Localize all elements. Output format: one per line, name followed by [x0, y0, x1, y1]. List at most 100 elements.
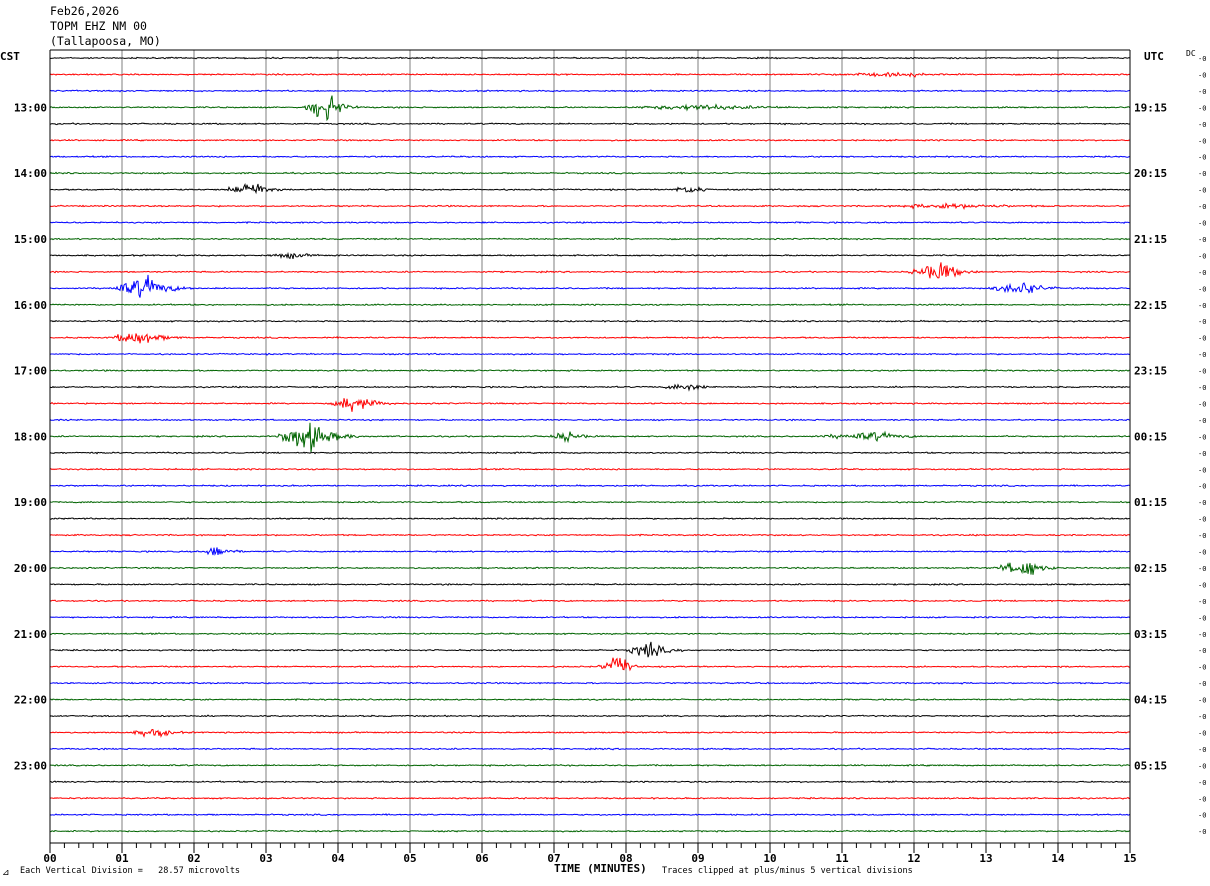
dc-offset-marker: -0 [1198, 532, 1206, 540]
dc-offset-marker: -0 [1198, 680, 1206, 688]
trace-1 [49, 71, 1131, 78]
utc-hour-label: 00:15 [1134, 430, 1167, 443]
trace-18 [49, 352, 1131, 356]
dc-offset-marker: -0 [1198, 516, 1206, 524]
dc-offset-marker: -0 [1198, 252, 1206, 260]
x-tick-label: 09 [691, 852, 704, 865]
dc-offset-marker: -0 [1198, 450, 1206, 458]
trace-3 [49, 95, 1131, 122]
dc-label: DC [1186, 49, 1196, 58]
x-tick-label: 06 [475, 852, 489, 865]
trace-37 [50, 657, 1131, 672]
trace-5 [49, 138, 1131, 142]
dc-offset-marker: -0 [1198, 713, 1206, 721]
trace-38 [49, 681, 1130, 685]
helicorder-traces [49, 56, 1131, 833]
cst-hour-label: 14:00 [14, 167, 47, 180]
trace-25 [49, 467, 1131, 471]
utc-hour-label: 05:15 [1134, 759, 1167, 772]
utc-hour-label: 01:15 [1134, 496, 1167, 509]
trace-10 [49, 221, 1131, 225]
dc-offset-marker: -0 [1198, 351, 1206, 359]
dc-offset-marker: -0 [1198, 236, 1206, 244]
trace-29 [49, 533, 1131, 537]
dc-offset-marker: -0 [1198, 170, 1206, 178]
cst-hour-label: 20:00 [14, 562, 47, 575]
dc-offset-marker: -0 [1198, 483, 1206, 491]
station-label: TOPM EHZ NM 00 [50, 19, 147, 33]
trace-21 [49, 398, 1131, 412]
dc-offset-marker: -0 [1198, 71, 1206, 79]
utc-hour-label: 03:15 [1134, 628, 1167, 641]
x-tick-label: 11 [835, 852, 849, 865]
trace-0 [49, 56, 1131, 60]
trace-27 [49, 500, 1131, 504]
dc-offset-marker: -0 [1198, 55, 1206, 63]
plot-frame [49, 49, 1131, 853]
trace-31 [49, 562, 1131, 575]
x-tick-label: 12 [907, 852, 920, 865]
trace-26 [49, 484, 1131, 488]
trace-6 [49, 155, 1131, 159]
trace-45 [49, 796, 1131, 800]
utc-hour-label: 19:15 [1134, 101, 1167, 114]
trace-43 [49, 763, 1131, 768]
trace-11 [49, 237, 1131, 241]
trace-42 [50, 747, 1131, 751]
cst-hour-label: 16:00 [14, 299, 47, 312]
dc-offset-marker: -0 [1198, 203, 1206, 211]
utc-hour-label: 20:15 [1134, 167, 1167, 180]
trace-41 [49, 728, 1131, 738]
trace-20 [49, 383, 1130, 392]
dc-offset-marker: -0 [1198, 729, 1206, 737]
cst-hour-label: 15:00 [14, 233, 47, 246]
corner-mark: ⊿ [2, 868, 10, 878]
dc-offset-marker: -0 [1198, 697, 1206, 705]
trace-23 [49, 422, 1131, 453]
trace-22 [49, 418, 1131, 422]
dc-offset-marker: -0 [1198, 812, 1206, 820]
utc-hour-label: 23:15 [1134, 365, 1167, 378]
dc-offset-marker: -0 [1198, 581, 1206, 589]
dc-offset-marker: -0 [1198, 302, 1206, 310]
dc-offset-marker: -0 [1198, 187, 1206, 195]
scale-note: Each Vertical Division = 28.57 microvolt… [20, 866, 241, 876]
trace-46 [49, 813, 1131, 817]
dc-offset-marker: -0 [1198, 137, 1206, 145]
dc-offset-marker: -0 [1198, 631, 1206, 639]
trace-14 [49, 274, 1130, 298]
trace-2 [49, 89, 1131, 93]
cst-hour-label: 13:00 [14, 101, 47, 114]
clip-note: Traces clipped at plus/minus 5 vertical … [662, 866, 913, 876]
dc-offset-marker: -0 [1198, 269, 1206, 277]
trace-30 [49, 547, 1130, 556]
dc-offset-marker: -0 [1198, 400, 1206, 408]
dc-offset-marker: -0 [1198, 647, 1206, 655]
x-tick-label: 01 [115, 852, 129, 865]
x-tick-label: 08 [619, 852, 632, 865]
axis-labels: -0 -0 -0 -0 -0 -0 -0 -0 -0 -0 -0 -0 -0 -0 -0 -0 -0 -0 -0 -0… [14, 55, 1207, 865]
dc-offset-marker: -0 [1198, 664, 1206, 672]
dc-offset-marker: -0 [1198, 499, 1206, 507]
trace-36 [49, 641, 1131, 658]
x-tick-label: 00 [43, 852, 56, 865]
dc-offset-marker: -0 [1198, 88, 1206, 96]
trace-19 [49, 369, 1130, 373]
utc-hour-label: 04:15 [1134, 694, 1167, 707]
x-tick-label: 02 [187, 852, 200, 865]
dc-offset-marker: -0 [1198, 598, 1206, 606]
trace-17 [49, 333, 1131, 344]
cst-hour-label: 23:00 [14, 759, 47, 772]
cst-hour-label: 21:00 [14, 628, 47, 641]
trace-13 [49, 262, 1130, 279]
dc-offset-marker: -0 [1198, 746, 1206, 754]
trace-47 [50, 829, 1131, 833]
minute-gridlines [121, 50, 1059, 843]
trace-24 [49, 451, 1131, 455]
x-tick-label: 07 [547, 852, 560, 865]
trace-16 [49, 319, 1131, 323]
dc-offset-marker: -0 [1198, 384, 1206, 392]
x-tick-label: 04 [331, 852, 345, 865]
trace-35 [49, 632, 1131, 636]
dc-offset-marker: -0 [1198, 565, 1206, 573]
